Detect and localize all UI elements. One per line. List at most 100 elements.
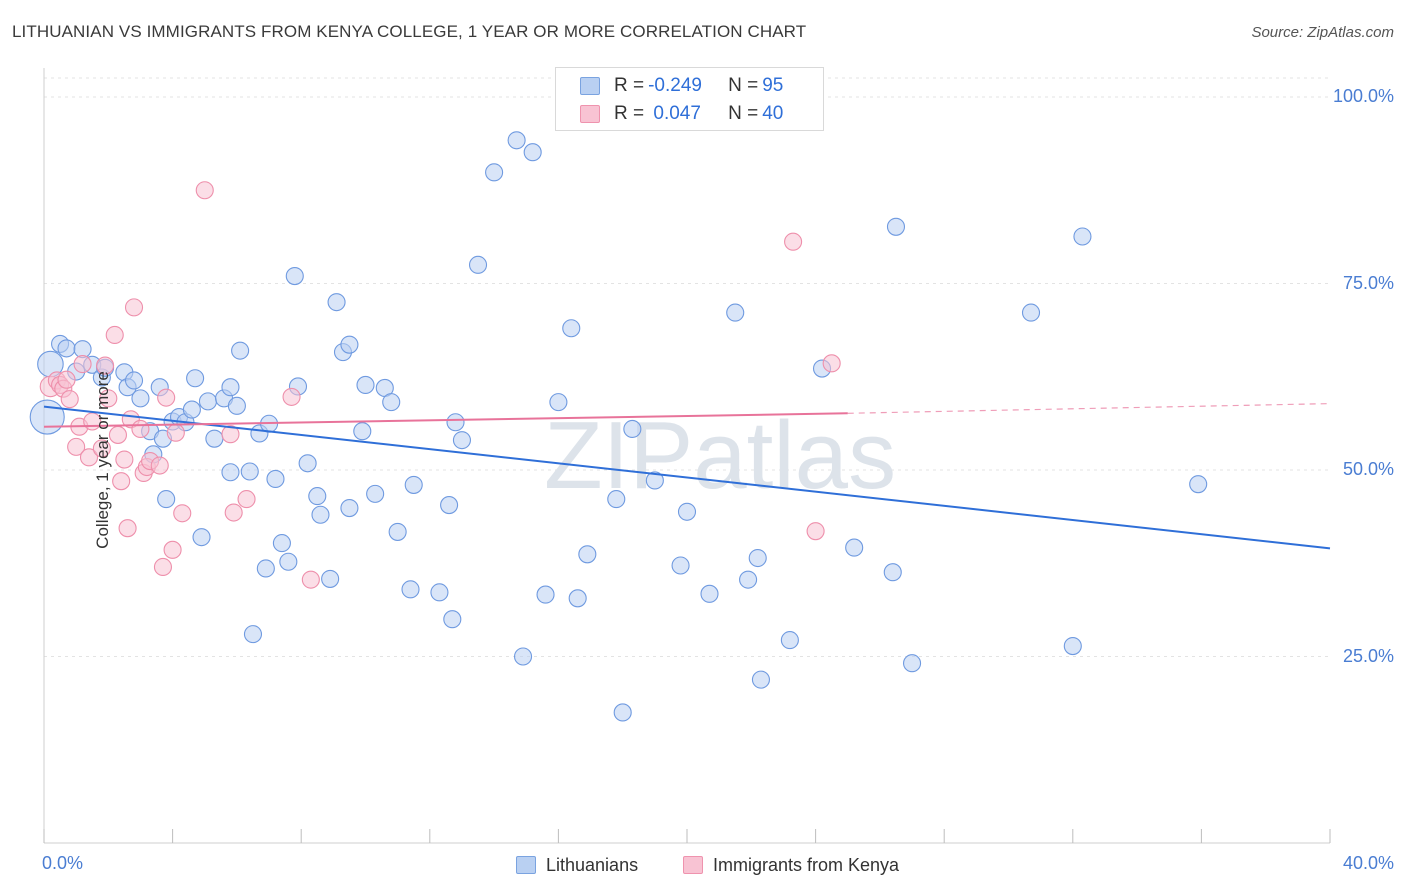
y-axis-label: College, 1 year or more — [92, 371, 112, 549]
lithuanian-point — [356, 375, 375, 395]
kenya-point — [67, 437, 86, 456]
lithuanian-point — [340, 335, 359, 354]
lithuanian-point — [485, 163, 504, 182]
lithuanian-point — [131, 389, 150, 408]
lithuanian-point — [468, 255, 488, 274]
gridlines — [44, 77, 1330, 657]
kenya-point — [301, 570, 320, 589]
lithuanian-point — [523, 143, 542, 162]
lithuanian-point — [623, 419, 642, 439]
legend-row-kenya: R = 0.047 N = 40 — [580, 101, 783, 127]
kenya-point — [157, 388, 176, 407]
lithuanian-point — [340, 498, 359, 518]
kenya-point — [118, 519, 137, 538]
lithuanian-point — [29, 399, 65, 435]
legend-swatch-pink — [683, 856, 703, 874]
legend-n-value: 95 — [762, 75, 784, 96]
lithuanian-point — [751, 670, 770, 689]
lithuanian-point — [266, 469, 285, 489]
legend-item-lithuanians[interactable]: Lithuanians — [516, 852, 638, 878]
kenya-point — [173, 504, 192, 523]
lithuanian-point — [182, 400, 201, 419]
lithuanian-point — [700, 584, 719, 603]
lithuanian-point — [256, 559, 275, 578]
y-tick-50: 50.0% — [1342, 459, 1394, 479]
lithuanian-point — [1073, 227, 1092, 246]
legend-swatch-pink — [580, 105, 600, 123]
kenya-point — [92, 439, 111, 458]
lithuanian-point — [536, 585, 555, 604]
kenya-trend-line-extension — [847, 403, 1331, 414]
kenya-point — [79, 448, 99, 467]
kenya-point — [124, 298, 144, 317]
kenya-point — [73, 355, 92, 374]
kenya-point — [60, 390, 79, 409]
lithuanian-point — [883, 563, 902, 582]
lithuanian-point — [157, 490, 176, 509]
lithuanian-point — [645, 471, 664, 490]
chart-title: LITHUANIAN VS IMMIGRANTS FROM KENYA COLL… — [12, 22, 807, 41]
kenya-point — [221, 425, 240, 444]
lithuanian-point — [382, 393, 401, 412]
x-tick-min: 0.0% — [42, 853, 84, 873]
lithuanians-trend-line — [43, 405, 1331, 550]
lithuanian-point — [568, 589, 587, 608]
lithuanians-points — [29, 131, 1208, 722]
lithuanian-point — [205, 429, 224, 448]
legend-row-lithuanians: R = -0.249 N = 95 — [580, 73, 783, 99]
lithuanian-point — [507, 131, 526, 150]
lithuanian-point — [227, 396, 246, 415]
lithuanian-point — [321, 569, 340, 588]
kenya-point — [166, 423, 185, 442]
legend-n-value: 40 — [762, 103, 784, 124]
lithuanian-point — [607, 490, 626, 509]
kenya-point — [282, 387, 301, 406]
lithuanian-point — [886, 217, 906, 236]
legend-r-value: 0.047 — [648, 103, 701, 124]
lithuanian-point — [452, 431, 472, 450]
kenya-point — [150, 456, 169, 475]
kenya-point — [237, 490, 256, 509]
lithuanian-point — [671, 556, 690, 575]
kenya-trend-line — [43, 412, 848, 428]
lithuanian-point — [327, 293, 346, 312]
legend-n-label: N = — [728, 103, 759, 124]
lithuanian-point — [308, 487, 327, 506]
kenya-point — [115, 450, 134, 469]
watermark: ZIPatlas — [544, 402, 896, 509]
series-legend: Lithuanians Immigrants from Kenya — [0, 852, 1406, 878]
lithuanian-point — [366, 484, 385, 503]
lithuanian-point — [272, 534, 291, 553]
legend-r-value: -0.249 — [648, 75, 702, 96]
lithuanian-point — [748, 548, 767, 568]
lithuanian-point — [902, 654, 922, 673]
kenya-point — [224, 503, 243, 522]
lithuanian-point — [1021, 303, 1041, 322]
lithuanian-point — [311, 505, 330, 524]
lithuanian-point — [562, 319, 581, 338]
x-tick-max: 40.0% — [1342, 853, 1394, 873]
lithuanian-point — [401, 580, 420, 599]
axes — [43, 68, 1331, 844]
legend-n-label: N = — [728, 75, 759, 96]
legend-r-label: R = — [614, 75, 645, 96]
legend-swatch-blue — [516, 856, 536, 874]
lithuanian-point — [726, 303, 745, 322]
lithuanian-point — [221, 463, 240, 482]
kenya-point — [131, 419, 150, 439]
trend-lines — [43, 403, 1331, 550]
lithuanian-point — [243, 625, 263, 644]
lithuanian-point — [198, 392, 218, 411]
lithuanian-point — [446, 413, 465, 432]
y-tick-75: 75.0% — [1342, 272, 1394, 293]
kenya-point — [57, 370, 76, 389]
lithuanian-point — [240, 462, 259, 481]
legend-label-lithuanians: Lithuanians — [546, 854, 639, 875]
lithuanian-point — [430, 583, 449, 602]
lithuanian-point — [578, 545, 597, 564]
legend-item-kenya[interactable]: Immigrants from Kenya — [683, 852, 899, 878]
lithuanian-point — [186, 369, 205, 388]
kenya-point — [784, 232, 803, 251]
lithuanian-point — [513, 647, 533, 666]
